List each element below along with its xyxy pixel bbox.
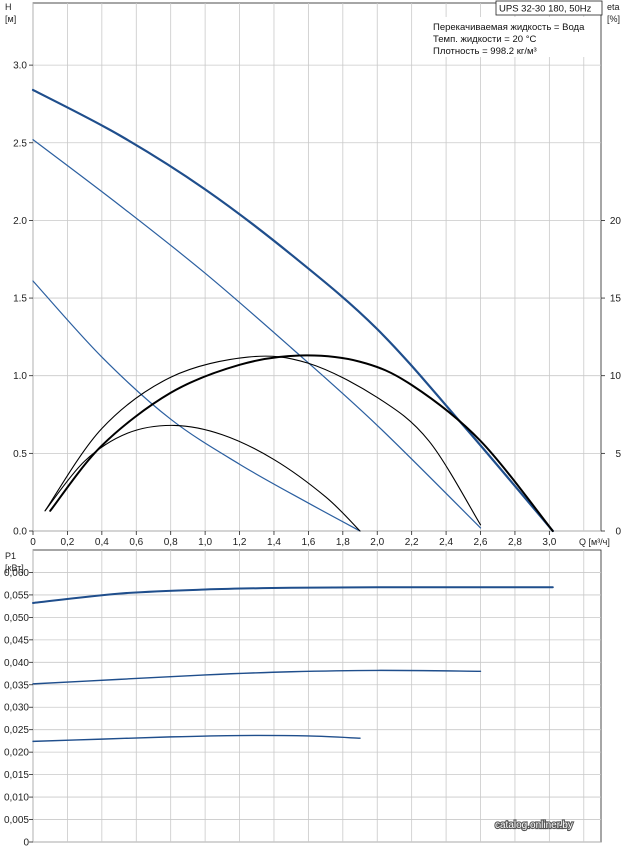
- y-tick-label: 0,015: [4, 770, 29, 781]
- fluid-info-box: Перекачиваемая жидкость = Вода Темп. жид…: [430, 17, 600, 57]
- fluid-info-line: Плотность = 998.2 кг/м³: [433, 46, 537, 57]
- power-curve: [32, 734, 361, 743]
- y-tick-label: 0,050: [4, 613, 29, 624]
- x-tick-label: 0,8: [164, 537, 178, 548]
- y-tick-label: 0,045: [4, 635, 29, 646]
- x-tick-label: 2,4: [439, 537, 453, 548]
- y-tick-label: 0,055: [4, 590, 29, 601]
- y2-tick-label: 0: [615, 527, 621, 538]
- y-tick-label: 0.0: [13, 527, 27, 538]
- head-efficiency-panel: 0 0,2 0,4 0,6 0,8 1,0 1,2 1,4 1,6 1,8 2,0 2,2 2,4 2,6…: [5, 0, 621, 548]
- y-axis-label-h: H: [5, 2, 12, 12]
- watermark: catalog.onliner.by: [494, 819, 574, 832]
- top-plot-frame: [32, 2, 602, 532]
- x-tick-label: 0,6: [129, 537, 143, 548]
- bottom-plot-frame: [32, 549, 602, 843]
- y-tick-label: 0,030: [4, 703, 29, 714]
- watermark-text: catalog.onliner.by: [495, 820, 573, 831]
- x-tick-label: 1,6: [301, 537, 315, 548]
- efficiency-curve: [49, 354, 554, 532]
- y-tick-label: 2.5: [13, 138, 27, 149]
- y2-axis-unit-eta: [%]: [607, 14, 620, 24]
- chart-title: UPS 32-30 180, 50Hz: [499, 4, 592, 15]
- y2-tick-label: 10: [610, 371, 622, 382]
- y2-tick-label: 15: [610, 294, 622, 305]
- top-tick-labels: 0 0,2 0,4 0,6 0,8 1,0 1,2 1,4 1,6 1,8 2,0 2,2 2,4 2,6…: [13, 61, 621, 548]
- efficiency-curve: [44, 355, 482, 526]
- y-tick-label: 0,005: [4, 815, 29, 826]
- y2-axis-label-eta: eta: [607, 2, 620, 12]
- bottom-tick-labels: 0 0,005 0,010 0,015 0,020 0,025 0,030 0,035 0,04…: [4, 568, 33, 846]
- y-tick-label: 0,060: [4, 568, 29, 579]
- y2-tick-label: 5: [615, 449, 621, 460]
- bottom-curves: [32, 586, 554, 743]
- power-curve: [32, 669, 482, 685]
- y-tick-label: 2.0: [13, 216, 27, 227]
- x-tick-label: 0,2: [60, 537, 74, 548]
- y-tick-label: 0.5: [13, 449, 27, 460]
- head-curve: [32, 280, 361, 532]
- x-tick-label: 1,0: [198, 537, 212, 548]
- efficiency-curve: [44, 424, 361, 532]
- x-tick-label: 2,6: [474, 537, 488, 548]
- x-tick-label: 0: [30, 537, 36, 548]
- y-tick-label: 0,020: [4, 748, 29, 759]
- y-tick-label: 0: [23, 838, 29, 846]
- top-curves: [31, 88, 554, 533]
- x-axis-label: Q [м³/ч]: [579, 537, 610, 547]
- bottom-grid: [32, 550, 601, 843]
- x-tick-label: 1,4: [267, 537, 281, 548]
- x-tick-label: 1,2: [233, 537, 247, 548]
- top-grid: [32, 3, 601, 532]
- title-box: [495, 0, 603, 16]
- head-curve: [32, 139, 482, 529]
- x-tick-label: 3,0: [542, 537, 556, 548]
- y-tick-label: 1.0: [13, 371, 27, 382]
- y-tick-label: 0,035: [4, 680, 29, 691]
- y-tick-label: 0,010: [4, 793, 29, 804]
- y-tick-label: 3.0: [13, 61, 27, 72]
- y-tick-label: 1.5: [13, 294, 27, 305]
- y-axis-unit-p1: [кВт]: [5, 563, 24, 573]
- x-tick-label: 2,0: [370, 537, 384, 548]
- power-panel: 0 0,005 0,010 0,015 0,020 0,025 0,030 0,035 0,04…: [4, 549, 602, 846]
- y-tick-label: 0,040: [4, 658, 29, 669]
- y2-tick-label: 20: [610, 216, 622, 227]
- x-tick-label: 0,4: [95, 537, 109, 548]
- x-tick-label: 1,8: [336, 537, 350, 548]
- y-axis-unit-h: [м]: [5, 14, 16, 24]
- y-tick-label: 0,025: [4, 725, 29, 736]
- y-axis-label-p1: P1: [5, 551, 16, 561]
- fluid-info-line: Темп. жидкости = 20 °C: [433, 34, 536, 45]
- fluid-info-line: Перекачиваемая жидкость = Вода: [433, 22, 585, 33]
- x-tick-label: 2,2: [405, 537, 419, 548]
- x-tick-label: 2,8: [508, 537, 522, 548]
- power-curve: [32, 586, 554, 605]
